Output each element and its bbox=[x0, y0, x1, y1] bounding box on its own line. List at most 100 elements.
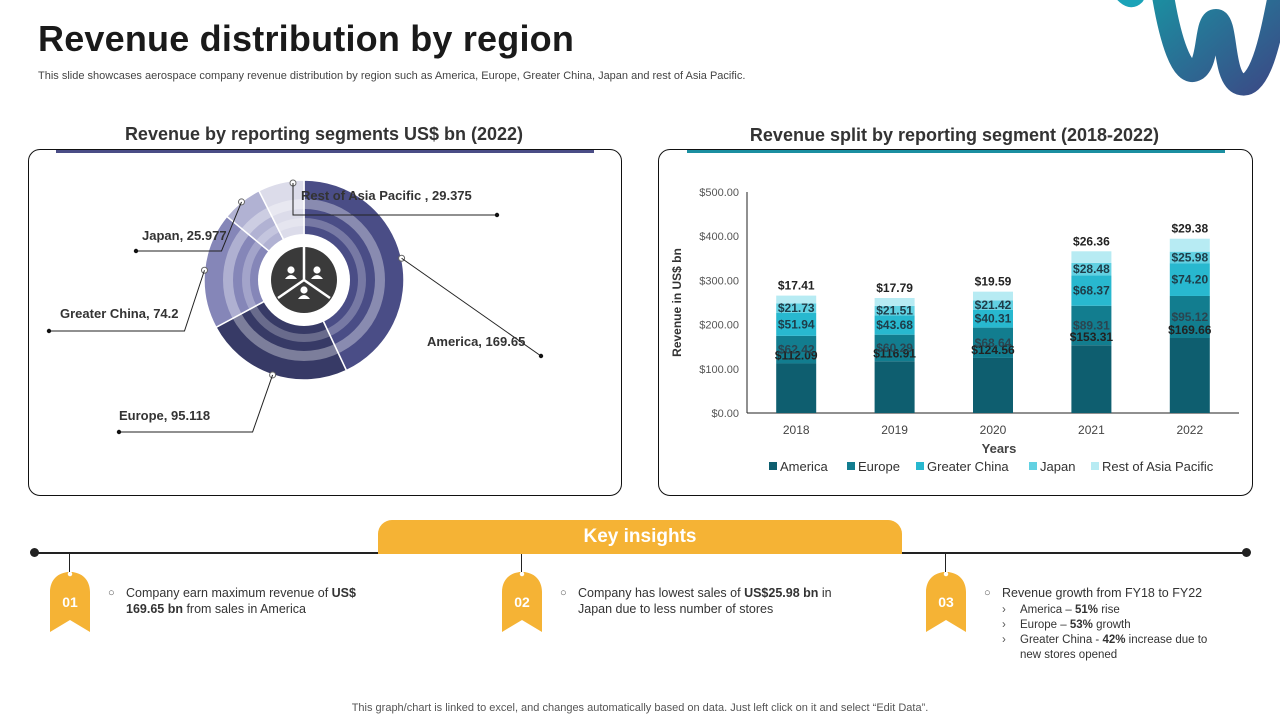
bar-japan-2021[interactable] bbox=[1071, 262, 1112, 276]
bar-japan-2018[interactable] bbox=[776, 303, 817, 313]
slice-label-europe: Europe, 95.118 bbox=[119, 408, 210, 423]
stacked-bar-chart[interactable]: $0.00 $100.00 $200.00 $300.00 $400.00 $500.00… bbox=[659, 150, 1252, 495]
legend-item-greater-china[interactable]: Greater China bbox=[927, 459, 1009, 474]
legend-swatch bbox=[769, 462, 777, 470]
bar-japan-2019[interactable] bbox=[874, 305, 915, 316]
bar-europe-2019[interactable] bbox=[874, 334, 915, 362]
bar-europe-2018[interactable] bbox=[776, 335, 817, 364]
timeline-start-dot bbox=[30, 548, 39, 557]
data-label: $116.91 bbox=[873, 346, 916, 360]
bar-japan-2020[interactable] bbox=[973, 300, 1013, 310]
key-insights-header: Key insights bbox=[378, 520, 902, 554]
leader-anchor bbox=[200, 266, 208, 274]
bar-rest-of-asia-pacific-2022[interactable] bbox=[1169, 238, 1210, 252]
badge-number: 02 bbox=[514, 594, 530, 610]
bar-america-2019[interactable] bbox=[874, 361, 915, 413]
data-label: $68.64 bbox=[975, 336, 1012, 350]
legend-swatch bbox=[847, 462, 855, 470]
bar-japan-2022[interactable] bbox=[1169, 251, 1210, 264]
data-label: $28.48 bbox=[1073, 262, 1110, 276]
bar-europe-2020[interactable] bbox=[973, 327, 1013, 358]
insight-text: Company earn maximum revenue of bbox=[126, 586, 332, 600]
donut-chart-panel[interactable]: America, 169.65 Europe, 95.118 Greater Chi… bbox=[28, 149, 622, 496]
leader-line bbox=[292, 183, 497, 216]
bar-chart-panel[interactable]: $0.00 $100.00 $200.00 $300.00 $400.00 $500.00… bbox=[658, 149, 1253, 496]
growth-sub-list: › America – 51% rise › Europe – 53% growth… bbox=[1002, 603, 1224, 663]
data-label: $124.56 bbox=[971, 343, 1015, 357]
data-label: $62.42 bbox=[778, 343, 815, 357]
data-label: $95.12 bbox=[1171, 310, 1208, 324]
insight-text: Revenue growth from FY18 to FY22 bbox=[1002, 586, 1203, 600]
insight-text: in Japan due to less number of stores bbox=[578, 586, 832, 616]
x-tick-label: 2022 bbox=[1176, 423, 1203, 437]
data-label: $17.79 bbox=[876, 281, 913, 295]
bullet-circle-icon: ○ bbox=[108, 587, 115, 599]
data-label: $19.59 bbox=[975, 275, 1012, 289]
y-axis-label: Revenue in US$ bn bbox=[670, 248, 684, 357]
leader-end-dot bbox=[133, 248, 139, 254]
bar-rest-of-asia-pacific-2019[interactable] bbox=[874, 298, 915, 306]
legend-item-europe[interactable]: Europe bbox=[858, 459, 900, 474]
x-tick-label: 2020 bbox=[980, 423, 1007, 437]
legend-item-japan[interactable]: Japan bbox=[1040, 459, 1075, 474]
insight-1: ○ Company earn maximum revenue of US$ 16… bbox=[108, 585, 388, 617]
data-label: $153.31 bbox=[1070, 330, 1114, 344]
bar-america-2018[interactable] bbox=[776, 363, 817, 413]
donut-inner-ring bbox=[242, 218, 366, 342]
sub-item-america: › America – 51% rise bbox=[1002, 604, 1120, 616]
leader-end-dot bbox=[538, 353, 544, 359]
data-label: $21.73 bbox=[778, 301, 815, 315]
y-tick-label: $300.00 bbox=[699, 275, 739, 287]
y-tick-label: $500.00 bbox=[699, 187, 739, 199]
leader-end-dot bbox=[494, 212, 500, 218]
legend-item-america[interactable]: America bbox=[780, 459, 828, 474]
bar-greater-china-2018[interactable] bbox=[776, 312, 817, 336]
data-label: $89.31 bbox=[1073, 318, 1110, 332]
data-label: $112.09 bbox=[775, 348, 818, 362]
bar-rest-of-asia-pacific-2018[interactable] bbox=[776, 295, 817, 304]
bar-america-2022[interactable] bbox=[1169, 338, 1210, 413]
donut-chart[interactable]: America, 169.65 Europe, 95.118 Greater Chi… bbox=[29, 150, 621, 495]
bar-greater-china-2020[interactable] bbox=[973, 309, 1013, 328]
leader-line bbox=[401, 257, 542, 357]
legend-swatch bbox=[1091, 462, 1099, 470]
bar-greater-china-2021[interactable] bbox=[1071, 275, 1112, 306]
bar-america-2020[interactable] bbox=[973, 357, 1013, 413]
insight-text: from sales in America bbox=[182, 602, 306, 616]
bar-europe-2022[interactable] bbox=[1169, 295, 1210, 339]
legend-item-rest-of-asia-pacific[interactable]: Rest of Asia Pacific bbox=[1102, 459, 1214, 474]
sub-item-greater-china: › Greater China - 42% increase due to new… bbox=[1002, 634, 1208, 661]
data-label: $21.51 bbox=[876, 304, 913, 318]
timeline-end-dot bbox=[1242, 548, 1251, 557]
chevron-right-icon: › bbox=[1002, 619, 1006, 631]
data-label: $60.29 bbox=[876, 341, 913, 355]
insight-badge-1: 01 bbox=[50, 570, 90, 636]
data-label: $51.94 bbox=[778, 317, 815, 331]
slice-label-america: America, 169.65 bbox=[427, 334, 525, 349]
x-axis-label: Years bbox=[982, 441, 1017, 456]
badge-number: 03 bbox=[938, 594, 954, 610]
insight-highlight: US$ 169.65 bn bbox=[126, 586, 356, 616]
decorative-swoosh bbox=[1117, 0, 1280, 96]
y-tick-label: $200.00 bbox=[699, 320, 739, 332]
leader-line bbox=[136, 201, 242, 252]
donut-panel-title: Revenue by reporting segments US$ bn (20… bbox=[124, 124, 524, 144]
slice-label-rest-of-asia-pacific: Rest of Asia Pacific , 29.375 bbox=[301, 188, 472, 203]
bar-europe-2021[interactable] bbox=[1071, 305, 1112, 346]
chevron-right-icon: › bbox=[1002, 634, 1006, 646]
x-tick-label: 2021 bbox=[1078, 423, 1105, 437]
data-label: $40.31 bbox=[975, 312, 1012, 326]
y-tick-label: $0.00 bbox=[711, 408, 739, 420]
bar-greater-china-2019[interactable] bbox=[874, 315, 915, 335]
slice-label-greater-china: Greater China, 74.2 bbox=[60, 306, 179, 321]
bar-rest-of-asia-pacific-2021[interactable] bbox=[1071, 251, 1112, 263]
bar-panel-accent bbox=[687, 150, 1225, 153]
chevron-right-icon: › bbox=[1002, 604, 1006, 616]
bar-america-2021[interactable] bbox=[1071, 345, 1112, 413]
bar-greater-china-2022[interactable] bbox=[1169, 263, 1210, 296]
people-group-icon bbox=[271, 247, 337, 313]
badge-stem-1 bbox=[69, 554, 70, 574]
insight-text: Company has lowest sales of bbox=[578, 586, 745, 600]
bar-rest-of-asia-pacific-2020[interactable] bbox=[973, 291, 1013, 301]
badge-stem-2 bbox=[521, 554, 522, 574]
